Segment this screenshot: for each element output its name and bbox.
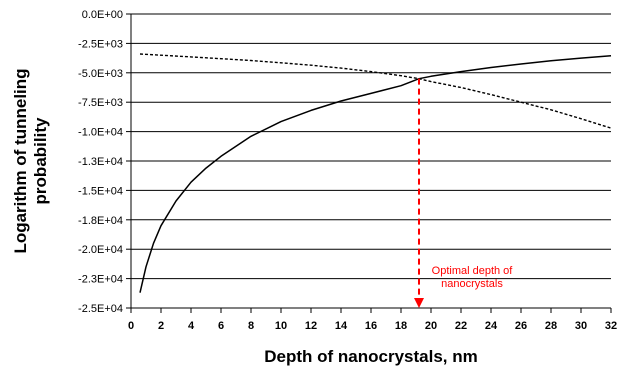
x-tick-label: 4 [188,320,195,332]
y-axis-label-line-2: probability [31,117,50,204]
x-tick-label: 8 [248,320,254,332]
dotted-series-line [139,53,612,129]
x-tick-label: 14 [335,320,348,332]
y-tick-label: -2.5E+04 [78,303,123,315]
x-tick-label: 32 [605,320,617,332]
x-tick-label: 30 [575,320,587,332]
x-tick-label: 26 [515,320,527,332]
series-lines [139,53,612,293]
x-tick-label: 24 [485,320,498,332]
y-tick-label: -1.5E+04 [78,185,123,197]
x-tick-label: 22 [455,320,467,332]
optimal-depth-arrowhead [414,298,424,308]
x-tick-label: 0 [128,320,134,332]
x-tick-label: 20 [425,320,437,332]
y-tick-label: -2.3E+04 [78,274,123,286]
x-tick-label: 28 [545,320,557,332]
y-tick-label: -1.0E+04 [78,127,123,139]
x-tick-label: 18 [395,320,407,332]
y-axis-label-line-1: Logarithm of tunneling [11,68,30,253]
x-tick-labels: 0 2 4 6 8 10 12 14 16 18 20 22 24 26 28 30 32 [128,320,617,332]
x-tick-label: 6 [218,320,224,332]
optimal-depth-annotation-text: Optimal depth of [432,265,514,277]
y-tick-label: 0.0E+00 [82,9,123,21]
gridlines [131,13,611,309]
x-tick-label: 12 [305,320,317,332]
x-tick-label: 10 [275,320,287,332]
axes [126,13,612,313]
y-tick-label: -5.0E+03 [78,68,123,80]
x-tick-label: 16 [365,320,377,332]
y-tick-label: -1.8E+04 [78,215,123,227]
x-tick-label: 2 [158,320,164,332]
x-axis-label: Depth of nanocrystals, nm [264,347,477,366]
y-axis-label: Logarithm of tunneling probability [11,68,50,253]
y-tick-label: -1.3E+04 [78,156,123,168]
y-tick-label: -2.0E+04 [78,244,123,256]
y-tick-label: -7.5E+03 [78,97,123,109]
y-tick-label: -2.5E+03 [78,38,123,50]
solid-series-line [139,54,612,293]
optimal-depth-annotation-text: nanocrystals [441,278,503,290]
y-tick-labels: 0.0E+00 -2.5E+03 -5.0E+03 -7.5E+03 -1.0E+04 -… [78,9,123,315]
